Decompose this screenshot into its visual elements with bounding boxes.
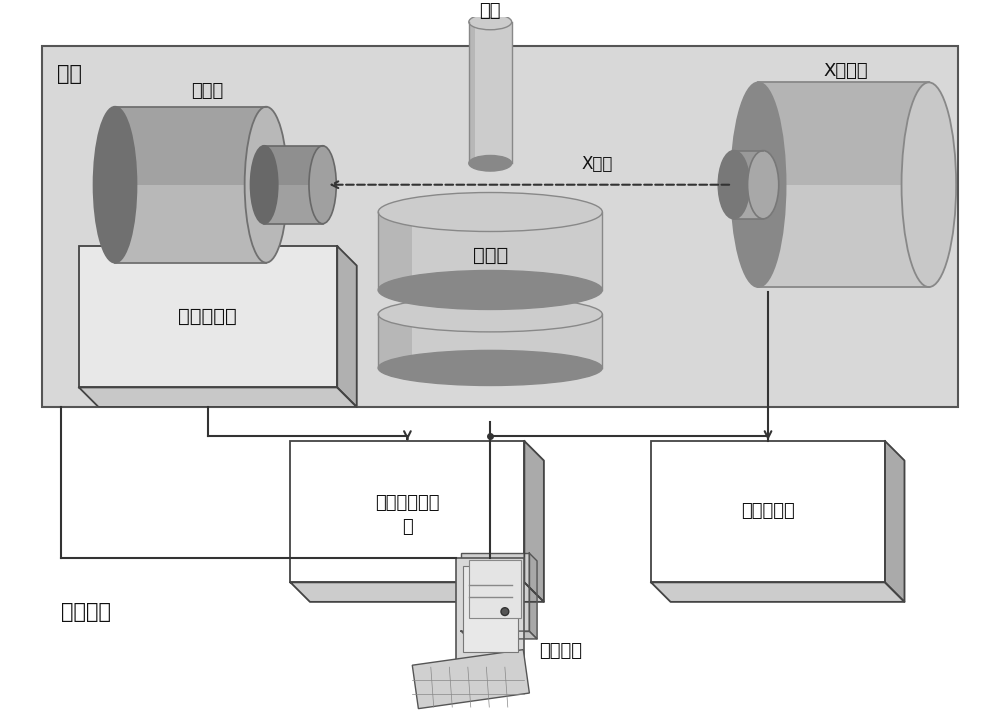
Bar bbox=[463, 566, 518, 652]
Ellipse shape bbox=[469, 156, 512, 171]
Bar bbox=[378, 212, 602, 290]
Bar bbox=[469, 560, 521, 618]
Bar bbox=[115, 107, 266, 185]
Bar bbox=[758, 82, 929, 185]
Ellipse shape bbox=[469, 14, 512, 30]
Ellipse shape bbox=[245, 107, 288, 263]
Bar bbox=[115, 107, 266, 263]
Ellipse shape bbox=[378, 350, 602, 386]
Bar bbox=[469, 22, 475, 163]
Polygon shape bbox=[461, 631, 537, 639]
Ellipse shape bbox=[378, 297, 602, 332]
Text: 旋转台: 旋转台 bbox=[473, 246, 508, 266]
Text: X射线: X射线 bbox=[582, 155, 613, 173]
Ellipse shape bbox=[748, 151, 779, 219]
Bar bbox=[456, 558, 524, 660]
Circle shape bbox=[501, 608, 509, 615]
Bar bbox=[290, 441, 524, 582]
Bar bbox=[79, 246, 337, 387]
Polygon shape bbox=[885, 441, 904, 602]
Bar bbox=[42, 47, 958, 407]
Ellipse shape bbox=[378, 192, 602, 232]
Bar bbox=[734, 151, 763, 219]
Bar bbox=[412, 649, 529, 708]
Ellipse shape bbox=[250, 146, 278, 223]
Bar bbox=[378, 314, 412, 368]
Bar bbox=[378, 314, 602, 368]
Bar bbox=[734, 151, 763, 185]
Ellipse shape bbox=[902, 82, 956, 287]
Text: 铅房: 铅房 bbox=[57, 64, 82, 84]
Bar bbox=[378, 212, 412, 290]
Polygon shape bbox=[290, 582, 544, 602]
Ellipse shape bbox=[378, 271, 602, 309]
Text: 高压发生器: 高压发生器 bbox=[741, 502, 795, 521]
Bar bbox=[469, 22, 512, 163]
Text: 光谱数据: 光谱数据 bbox=[61, 601, 111, 622]
Ellipse shape bbox=[94, 107, 136, 263]
Text: X射线管: X射线管 bbox=[824, 63, 868, 80]
Polygon shape bbox=[337, 246, 357, 407]
Text: 三维平移台: 三维平移台 bbox=[178, 306, 237, 326]
Text: 控制中心: 控制中心 bbox=[539, 641, 582, 660]
Bar bbox=[758, 82, 929, 287]
Text: 样本: 样本 bbox=[480, 2, 501, 20]
Text: 器: 器 bbox=[402, 518, 413, 536]
Ellipse shape bbox=[731, 82, 786, 287]
Bar bbox=[264, 146, 323, 223]
Ellipse shape bbox=[718, 151, 750, 219]
Text: 探测器: 探测器 bbox=[191, 82, 224, 100]
Text: 三维运动控制: 三维运动控制 bbox=[375, 494, 440, 513]
Polygon shape bbox=[79, 387, 357, 407]
Ellipse shape bbox=[309, 146, 336, 223]
Bar bbox=[461, 553, 529, 631]
Polygon shape bbox=[529, 553, 537, 639]
Bar bbox=[264, 146, 323, 185]
Polygon shape bbox=[651, 582, 904, 602]
Bar bbox=[651, 441, 885, 582]
Polygon shape bbox=[524, 441, 544, 602]
